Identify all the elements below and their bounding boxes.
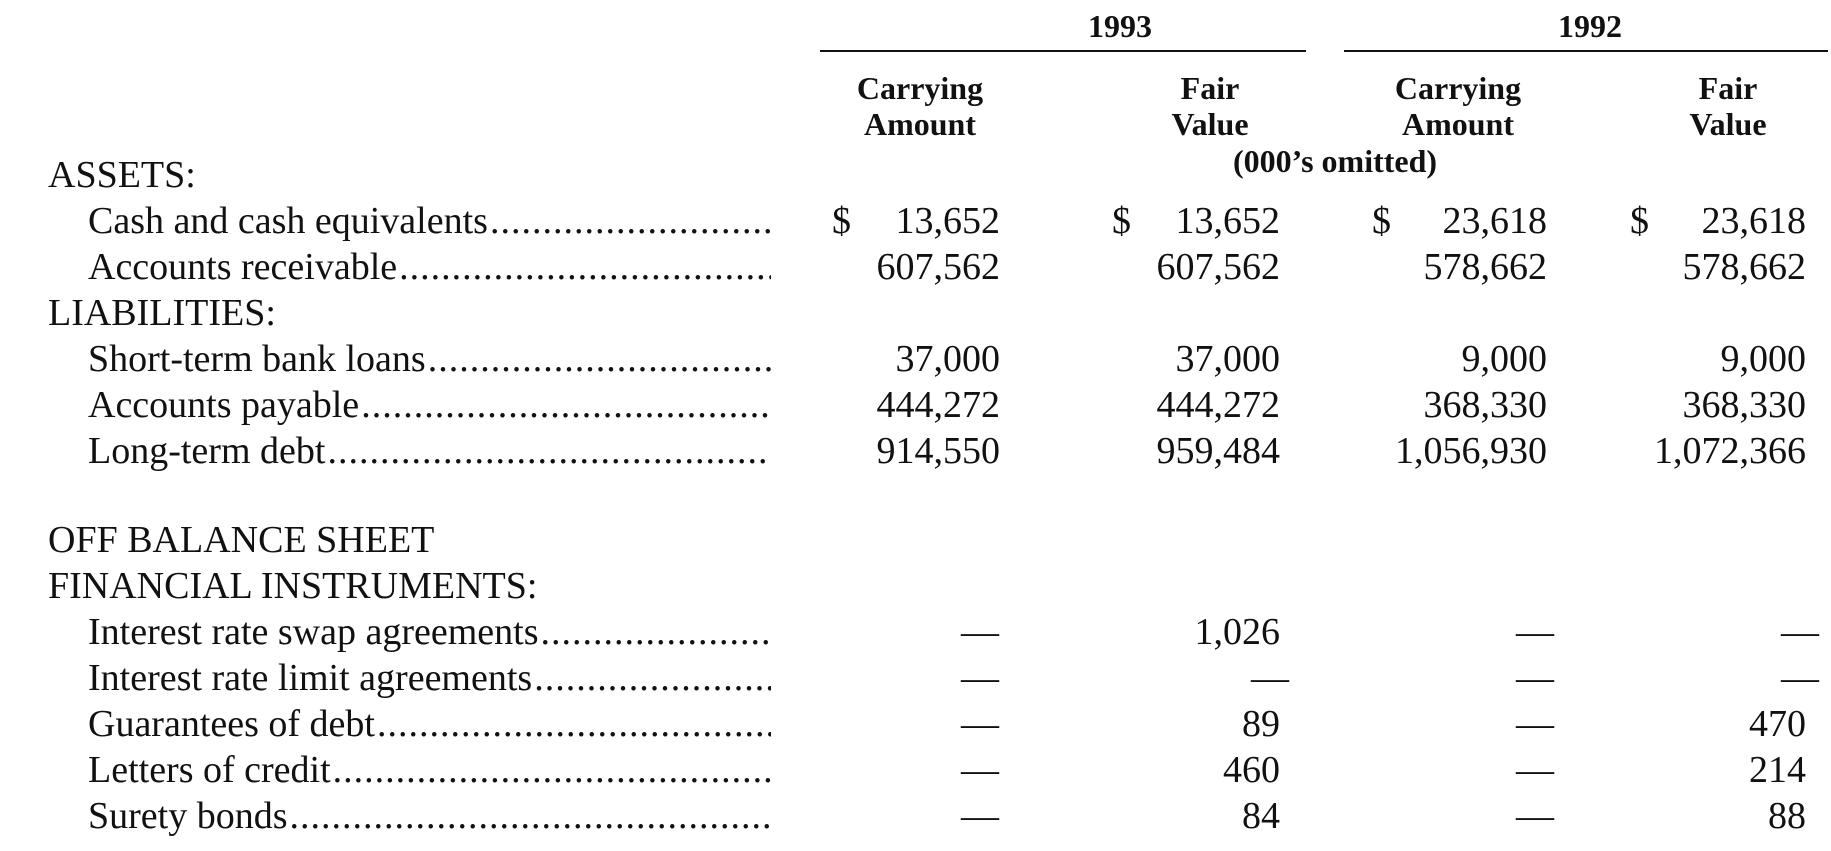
value-cell: 214 bbox=[1749, 749, 1806, 791]
leader-dots: ........................................… bbox=[427, 338, 771, 380]
value-cell: 368,330 bbox=[1682, 384, 1807, 426]
empty-dash: — bbox=[1251, 657, 1289, 699]
section-assets: ASSETS: bbox=[48, 154, 196, 196]
value-cell: 13,652 bbox=[895, 200, 1001, 242]
value-cell: 9,000 bbox=[1720, 338, 1807, 380]
empty-dash: — bbox=[1516, 749, 1554, 791]
value-cell: 578,662 bbox=[1423, 246, 1548, 288]
leader-dots: ........................................… bbox=[377, 703, 771, 745]
section-off-balance-line2: FINANCIAL INSTRUMENTS: bbox=[48, 565, 538, 607]
empty-dash: — bbox=[1781, 657, 1819, 699]
value-cell: 578,662 bbox=[1682, 246, 1807, 288]
row-label-text: Cash and cash equivalents bbox=[88, 200, 488, 242]
row-label-text: Letters of credit bbox=[88, 749, 331, 791]
leader-dots: ........................................… bbox=[534, 657, 771, 699]
value-cell: 444,272 bbox=[876, 384, 1001, 426]
value-cell: 37,000 bbox=[1175, 338, 1281, 380]
col-header-fair-1992-line2: Value bbox=[1689, 106, 1767, 142]
empty-dash: — bbox=[961, 795, 999, 837]
row-label: Interest rate swap agreements...........… bbox=[88, 610, 771, 654]
value-cell: 368,330 bbox=[1423, 384, 1548, 426]
value-cell: 607,562 bbox=[876, 246, 1001, 288]
col-header-fair-1993-line2: Value bbox=[1171, 106, 1249, 142]
col-header-carrying-1993-line2: Amount bbox=[863, 106, 976, 142]
year-header-1993: 1993 bbox=[1088, 8, 1152, 44]
row-label-text: Guarantees of debt bbox=[88, 703, 375, 745]
year-header-1992: 1992 bbox=[1558, 8, 1622, 44]
row-label-text: Short-term bank loans bbox=[88, 338, 426, 380]
col-header-fair-1993: Fair Value bbox=[1110, 70, 1310, 142]
row-label: Accounts receivable.....................… bbox=[88, 245, 771, 289]
row-label-text: Long-term debt bbox=[88, 430, 326, 472]
units-note: (000’s omitted) bbox=[1232, 143, 1438, 179]
year-rule-1993 bbox=[820, 50, 1306, 52]
leader-dots: ........................................… bbox=[399, 246, 771, 288]
currency-symbol: $ bbox=[1372, 200, 1391, 242]
value-cell: 37,000 bbox=[895, 338, 1001, 380]
col-header-carrying-1992: Carrying Amount bbox=[1358, 70, 1558, 142]
value-cell: 460 bbox=[1223, 749, 1280, 791]
leader-dots: ........................................… bbox=[289, 795, 772, 837]
col-header-carrying-1993-line1: Carrying bbox=[856, 70, 984, 106]
row-label: Letters of credit.......................… bbox=[88, 748, 771, 792]
row-label: Long-term debt..........................… bbox=[88, 429, 771, 473]
leader-dots: ........................................… bbox=[540, 611, 771, 653]
value-cell: 84 bbox=[1242, 795, 1280, 837]
row-label: Guarantees of debt......................… bbox=[88, 702, 771, 746]
empty-dash: — bbox=[961, 611, 999, 653]
value-cell: 1,026 bbox=[1194, 611, 1281, 653]
value-cell: 9,000 bbox=[1461, 338, 1548, 380]
row-label-text: Surety bonds bbox=[88, 795, 288, 837]
row-label-text: Interest rate limit agreements bbox=[88, 657, 533, 699]
value-cell: 1,056,930 bbox=[1395, 430, 1547, 472]
year-rule-1992 bbox=[1344, 50, 1828, 52]
value-cell: 89 bbox=[1242, 703, 1280, 745]
col-header-carrying-1992-line1: Carrying bbox=[1394, 70, 1522, 106]
value-cell: 470 bbox=[1749, 703, 1806, 745]
col-header-carrying-1992-line2: Amount bbox=[1401, 106, 1514, 142]
value-cell: 444,272 bbox=[1156, 384, 1281, 426]
value-cell: 88 bbox=[1768, 795, 1806, 837]
leader-dots: ........................................… bbox=[489, 200, 771, 242]
value-cell: 1,072,366 bbox=[1654, 430, 1806, 472]
section-off-balance-line1: OFF BALANCE SHEET bbox=[48, 519, 435, 561]
empty-dash: — bbox=[1516, 657, 1554, 699]
empty-dash: — bbox=[961, 703, 999, 745]
empty-dash: — bbox=[1516, 703, 1554, 745]
currency-symbol: $ bbox=[1630, 200, 1649, 242]
value-cell: 959,484 bbox=[1156, 430, 1281, 472]
row-label-text: Accounts receivable bbox=[88, 246, 398, 288]
col-header-fair-1992: Fair Value bbox=[1628, 70, 1828, 142]
empty-dash: — bbox=[1781, 611, 1819, 653]
value-cell: 914,550 bbox=[876, 430, 1001, 472]
section-liabilities: LIABILITIES: bbox=[48, 292, 276, 334]
col-header-fair-1992-line1: Fair bbox=[1698, 70, 1758, 106]
value-cell: 607,562 bbox=[1156, 246, 1281, 288]
leader-dots: ........................................… bbox=[327, 430, 771, 472]
row-label: Interest rate limit agreements..........… bbox=[88, 656, 771, 700]
empty-dash: — bbox=[1516, 795, 1554, 837]
value-cell: 13,652 bbox=[1175, 200, 1281, 242]
leader-dots: ........................................… bbox=[332, 749, 771, 791]
leader-dots: ........................................… bbox=[361, 384, 771, 426]
row-label-text: Accounts payable bbox=[88, 384, 360, 426]
row-label: Accounts payable........................… bbox=[88, 383, 771, 427]
currency-symbol: $ bbox=[1112, 200, 1131, 242]
col-header-fair-1993-line1: Fair bbox=[1180, 70, 1240, 106]
empty-dash: — bbox=[961, 657, 999, 699]
row-label: Surety bonds............................… bbox=[88, 794, 771, 838]
col-header-carrying-1993: Carrying Amount bbox=[820, 70, 1020, 142]
currency-symbol: $ bbox=[832, 200, 851, 242]
value-cell: 23,618 bbox=[1701, 200, 1807, 242]
row-label: Cash and cash equivalents...............… bbox=[88, 199, 771, 243]
empty-dash: — bbox=[961, 749, 999, 791]
row-label-text: Interest rate swap agreements bbox=[88, 611, 539, 653]
row-label: Short-term bank loans...................… bbox=[88, 337, 771, 381]
empty-dash: — bbox=[1516, 611, 1554, 653]
value-cell: 23,618 bbox=[1442, 200, 1548, 242]
